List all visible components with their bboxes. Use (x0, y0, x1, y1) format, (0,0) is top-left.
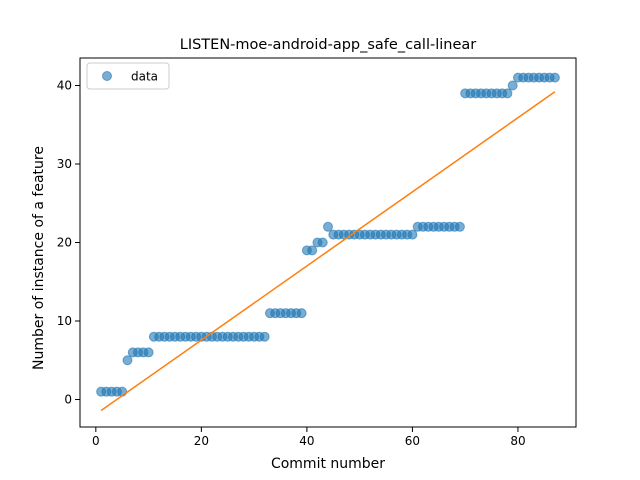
x-tick-label: 60 (405, 434, 420, 448)
data-point (122, 355, 133, 366)
chart-title: LISTEN-moe-android-app_safe_call-linear (180, 37, 477, 53)
y-tick-label: 20 (57, 236, 72, 250)
legend-label: data (131, 70, 158, 84)
fit-line (100, 91, 556, 412)
y-tick-label: 30 (57, 157, 72, 171)
legend: data (86, 62, 170, 90)
data-point (317, 237, 328, 248)
legend-marker (102, 71, 112, 81)
data-point (507, 80, 518, 91)
data-point (143, 347, 154, 358)
data-point (307, 245, 318, 256)
y-axis: 0 10 20 30 40 (57, 78, 80, 407)
data-point (296, 308, 307, 319)
x-tick-label: 20 (194, 434, 209, 448)
data-point (323, 221, 333, 232)
plot-area (79, 57, 577, 428)
y-tick-label: 40 (57, 78, 72, 92)
y-tick-label: 0 (64, 393, 72, 407)
data-point (407, 229, 418, 240)
x-tick-label: 40 (299, 434, 314, 448)
data-point (549, 72, 560, 83)
legend-box (86, 62, 170, 90)
x-tick-label: 80 (510, 434, 525, 448)
x-tick-label: 0 (92, 434, 100, 448)
x-axis-label: Commit number (271, 456, 385, 472)
data-point (259, 331, 270, 342)
y-axis-label: Number of instance of a feature (31, 146, 47, 370)
data-point (502, 88, 513, 99)
data-point (454, 221, 465, 232)
x-axis: 0 20 40 60 80 (92, 427, 526, 448)
y-tick-label: 10 (57, 314, 72, 328)
